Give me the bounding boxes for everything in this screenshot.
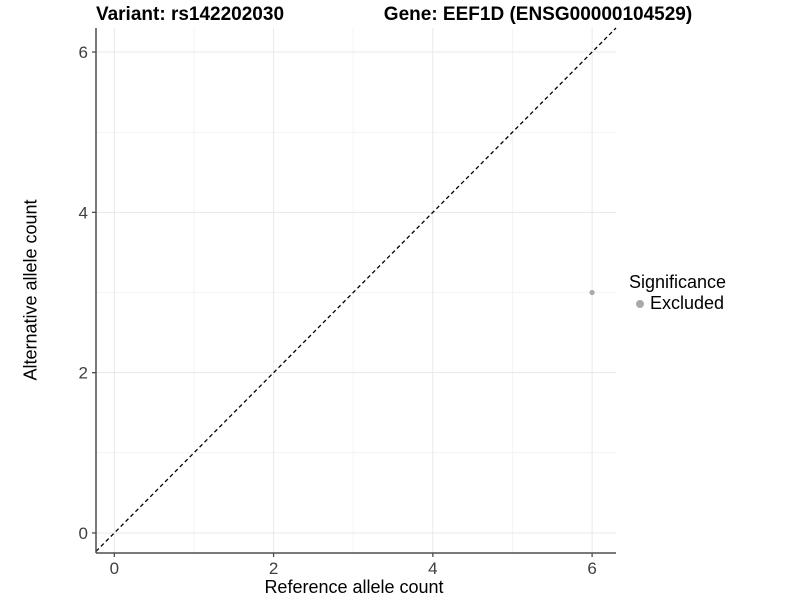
legend-entries: Excluded [629,293,726,314]
legend: Significance Excluded [629,271,726,314]
y-tick-label: 0 [79,524,88,543]
y-tick-label: 4 [79,203,88,222]
legend-title: Significance [629,272,727,292]
identity-reference-line [95,27,617,552]
data-point [589,289,595,296]
variant-title: Variant: rs142202030 [95,4,285,25]
y-tick-label: 2 [79,364,88,383]
x-tick-label: 4 [428,559,437,578]
x-axis-title: Reference allele count [264,577,444,597]
y-axis-title: Alternative allele count [20,199,41,381]
x-tick-label: 6 [587,559,596,578]
legend-key-dot-icon [636,299,644,308]
y-tick-label: 6 [79,43,88,62]
legend-entry-label: Excluded [650,293,725,313]
legend-entry: Excluded [629,293,726,314]
x-tick-label: 0 [110,559,119,578]
gene-title: Gene: EEF1D (ENSG00000104529) [383,4,693,25]
x-tick-label: 2 [269,559,278,578]
